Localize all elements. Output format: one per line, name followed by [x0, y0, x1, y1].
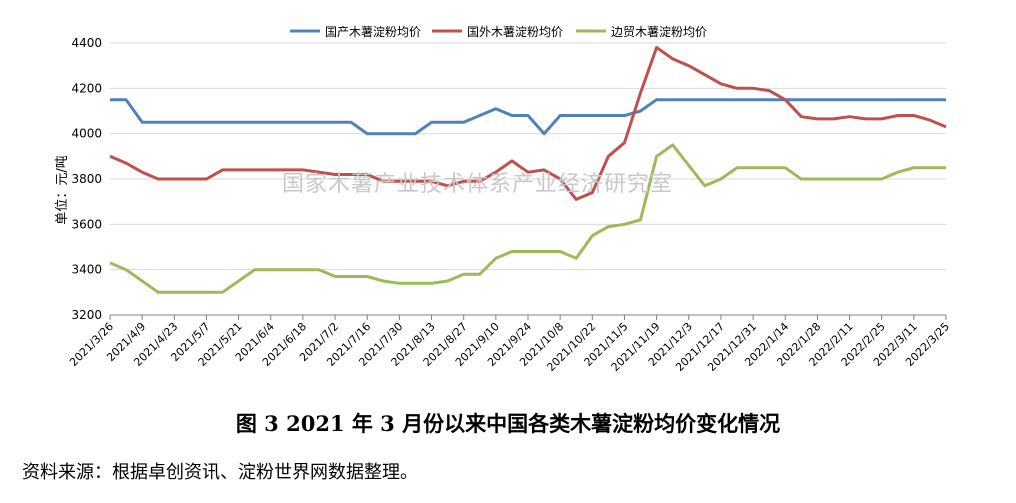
series-lines — [109, 46, 947, 294]
y-tick-label: 4000 — [71, 127, 102, 141]
x-tick-label: 2021/3/26 — [67, 320, 116, 369]
figure-caption: 图 3 2021 年 3 月份以来中国各类木薯淀粉均价变化情况 — [235, 411, 781, 436]
y-tick-label: 4400 — [71, 36, 102, 50]
legend: 国产木薯淀粉均价 国外木薯淀粉均价 边贸木薯淀粉均价 — [290, 25, 707, 39]
legend-label: 国产木薯淀粉均价 — [325, 25, 421, 39]
series-line — [109, 143, 946, 294]
grid-lines — [110, 42, 946, 271]
y-tick-label: 3600 — [71, 217, 102, 231]
series-line — [109, 46, 947, 201]
legend-label: 国外木薯淀粉均价 — [467, 25, 563, 39]
data-source-note: 资料来源：根据卓创资讯、淀粉世界网数据整理。 — [22, 462, 418, 483]
y-tick-label: 3200 — [71, 308, 102, 322]
watermark-text: 国家木薯产业技术体系产业经济研究室 — [282, 172, 674, 197]
y-tick-label: 3400 — [71, 263, 102, 277]
y-tick-label: 4200 — [71, 81, 102, 95]
legend-label: 边贸木薯淀粉均价 — [611, 25, 707, 39]
line-chart: 32003400360038004000420044002021/3/26202… — [55, 25, 952, 374]
y-axis-label: 单位：元/吨 — [55, 155, 70, 224]
series-line — [110, 98, 946, 136]
y-tick-label: 3800 — [71, 172, 102, 186]
axes: 32003400360038004000420044002021/3/26202… — [67, 36, 952, 374]
